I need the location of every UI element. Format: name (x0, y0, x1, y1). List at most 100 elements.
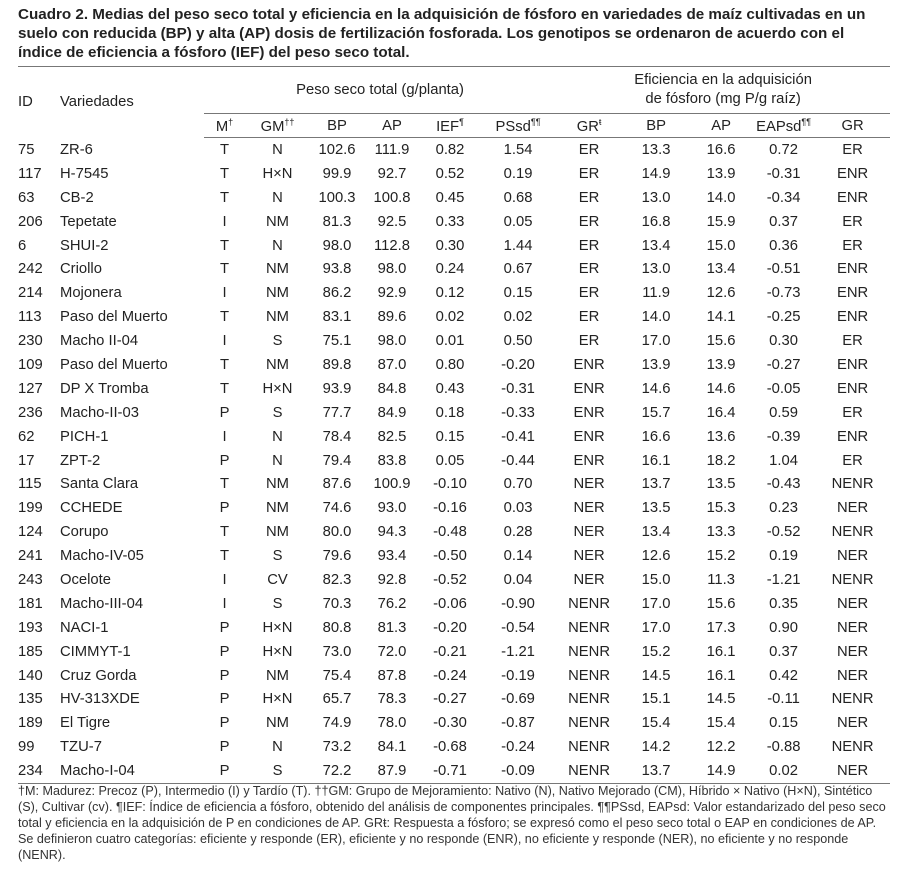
table-cell: 206 (18, 213, 43, 230)
table-cell: NENR (831, 739, 874, 756)
table-cell: 13.0 (641, 189, 671, 206)
table-cell: 111.9 (374, 141, 410, 158)
table-cell: 16.4 (706, 404, 736, 421)
table-cell: T (219, 548, 230, 565)
column-header: EAPsd¶¶ (752, 113, 816, 138)
table-cell: 13.7 (622, 759, 691, 785)
table-cell: 92.8 (377, 571, 407, 588)
table-cell: 87.9 (364, 759, 420, 785)
table-cell: 100.8 (373, 189, 411, 206)
column-label: PSsd (495, 118, 531, 135)
data-row: 234 Macho-I-04 P S 72.2 87.9 -0.71 -0.09 NENR 13.… (18, 759, 891, 785)
column-label: GM (260, 118, 285, 135)
table-cell: -0.05 (766, 380, 801, 397)
table-cell: 0.90 (769, 619, 798, 636)
table-cell: T (219, 189, 230, 206)
table-cell: NM (265, 261, 289, 278)
table-cell: -0.24 (501, 739, 535, 756)
table-cell: T (219, 476, 230, 493)
table-cell: 13.3 (641, 141, 671, 158)
table-cell: ENR (573, 356, 605, 373)
data-row: 6 SHUI-2 T N 98.0 112.8 0.30 1.44 ER 13.4 15.0 0.36… (18, 234, 890, 258)
table-cell: 0.18 (435, 404, 465, 421)
table-cell: 17 (18, 452, 35, 469)
table-cell: Tepetate (60, 213, 117, 230)
table-cell: 17.0 (641, 595, 671, 612)
table-cell: P (219, 619, 230, 636)
table-cell: 16.1 (706, 667, 736, 684)
table-cell: Mojonera (60, 285, 122, 302)
table-cell: ER (578, 237, 600, 254)
table-cell: ENR (573, 428, 605, 445)
table-cell: 15.2 (706, 548, 736, 565)
table-cell: 193 (18, 619, 43, 636)
column-header: AP (364, 113, 420, 138)
table-cell: -0.25 (766, 309, 801, 326)
column-header: AP (690, 113, 753, 138)
table-cell: HV-313XDE (60, 691, 140, 708)
table-cell: P (219, 404, 230, 421)
table-cell: 13.5 (641, 500, 671, 517)
table-cell: 0.70 (503, 476, 533, 493)
table-cell: 0.15 (435, 428, 465, 445)
table-cell: -0.19 (501, 667, 535, 684)
header-cell: Peso seco total (g/planta) (204, 66, 557, 114)
table-cell: 230 (18, 333, 43, 350)
table-cell: 65.7 (322, 691, 352, 708)
table-cell: Macho-I-04 (60, 759, 204, 785)
table-cell: ER (578, 333, 600, 350)
table-cell: 13.4 (641, 524, 671, 541)
table-cell: 0.52 (435, 165, 465, 182)
data-table: ID Variedades Peso seco total (g/planta) Ef… (18, 66, 891, 785)
table-cell: 16.1 (706, 643, 736, 660)
table-cell: NENR (568, 643, 611, 660)
table-cell: Criollo (60, 261, 102, 278)
table-cell: 127 (18, 380, 43, 397)
table-cell: 16.1 (641, 452, 671, 469)
data-row: 75 ZR-6 T N 102.6 111.9 0.82 1.54 ER 13.3 16.6 0.72… (18, 138, 890, 162)
table-cell: Paso del Muerto (60, 309, 168, 326)
table-cell: CIMMYT-1 (60, 643, 131, 660)
data-row: 185 CIMMYT-1 P H×N 73.0 72.0 -0.21 -1.21 NENR 15.… (18, 640, 890, 664)
table-cell: N (272, 237, 283, 254)
table-cell: ENR (836, 356, 869, 373)
header-line: Eficiencia en la adquisición (634, 72, 812, 88)
table-cell: T (219, 380, 230, 397)
table-cell: NENR (568, 739, 611, 756)
column-label: GR (841, 117, 864, 134)
table-cell: ER (578, 189, 600, 206)
table-cell: 0.68 (503, 189, 533, 206)
table-cell: 15.4 (641, 715, 671, 732)
table-cell: 79.4 (322, 452, 352, 469)
table-cell: 13.4 (706, 261, 736, 278)
table-cell: ER (842, 141, 863, 158)
data-row: 243 Ocelote I CV 82.3 92.8 -0.52 0.04 NER 15.0 11.… (18, 568, 890, 592)
table-cell: -0.31 (766, 165, 801, 182)
table-cell: 13.0 (641, 261, 671, 278)
table-cell: 70.3 (322, 595, 352, 612)
data-row: 99 TZU-7 P N 73.2 84.1 -0.68 -0.24 NENR 14.2 12.2 -… (18, 735, 890, 759)
table-cell: 115 (18, 476, 42, 493)
table-cell: T (219, 165, 230, 182)
data-row: 181 Macho-III-04 I S 70.3 76.2 -0.06 -0.90 NENR 1… (18, 592, 890, 616)
table-cell: -0.16 (433, 500, 467, 517)
table-cell: 0.05 (435, 452, 465, 469)
table-cell: 15.3 (706, 500, 736, 517)
table-cell: -0.34 (766, 189, 801, 206)
table-cell: -0.06 (433, 595, 467, 612)
column-label: BP (327, 117, 347, 134)
data-row: 62 PICH-1 I N 78.4 82.5 0.15 -0.41 ENR 16.6 13.6 -0… (18, 425, 890, 449)
table-cell: 98.0 (377, 261, 407, 278)
table-cell: -1.21 (766, 571, 801, 588)
table-cell: 63 (18, 189, 35, 206)
table-cell: 92.5 (377, 213, 407, 230)
table-cell: S (272, 548, 283, 565)
table-cell: 1.54 (503, 141, 533, 158)
table-cell: 82.5 (377, 428, 407, 445)
table-cell: 15.0 (641, 571, 671, 588)
footnote-marker: †† (284, 116, 295, 127)
table-cell: 11.9 (642, 285, 670, 302)
table-cell: 0.80 (435, 356, 465, 373)
table-cell: ZPT-2 (60, 452, 101, 469)
